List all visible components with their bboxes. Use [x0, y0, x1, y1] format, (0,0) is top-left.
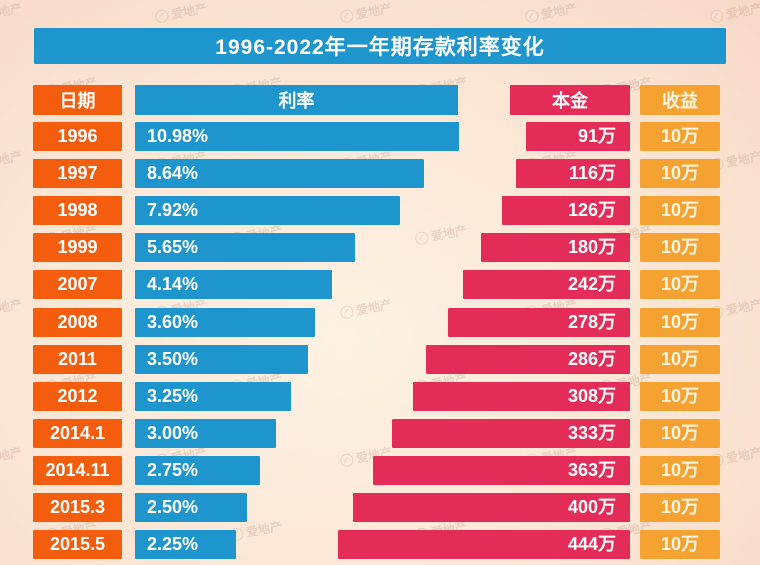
yield-bar: 10万 — [640, 233, 720, 263]
principal-bar: 126万 — [502, 196, 630, 226]
table-row: 1999 5.65% 180万 10万 — [0, 233, 760, 263]
date-cell: 1999 — [33, 233, 122, 263]
column-header-principal: 本金 — [510, 85, 630, 115]
date-cell: 2012 — [33, 381, 122, 411]
yield-bar: 10万 — [640, 344, 720, 374]
principal-bar: 333万 — [392, 418, 630, 448]
date-cell: 2007 — [33, 270, 122, 300]
principal-bar: 180万 — [481, 233, 630, 263]
principal-bar: 242万 — [463, 270, 630, 300]
table-row: 2014.1 3.00% 333万 10万 — [0, 418, 760, 448]
yield-bar: 10万 — [640, 122, 720, 151]
principal-bar: 286万 — [426, 344, 630, 374]
chart-rows: 1996 10.98% 91万 10万 1997 8.64% 116万 10万 1998 7.92… — [0, 122, 760, 565]
yield-bar: 10万 — [640, 455, 720, 485]
principal-bar: 308万 — [413, 381, 630, 411]
table-row: 2014.11 2.75% 363万 10万 — [0, 455, 760, 485]
column-header-rate: 利率 — [135, 85, 458, 115]
table-row: 2015.5 2.25% 444万 10万 — [0, 530, 760, 560]
rate-bar: 8.64% — [135, 159, 424, 189]
table-row: 1996 10.98% 91万 10万 — [0, 122, 760, 151]
page-title: 1996-2022年一年期存款利率变化 — [34, 28, 726, 64]
principal-bar: 400万 — [353, 493, 630, 522]
rate-bar: 10.98% — [135, 122, 459, 151]
rate-bar: 2.75% — [135, 455, 260, 485]
date-cell: 2008 — [33, 307, 122, 337]
date-cell: 2014.11 — [33, 455, 122, 485]
table-row: 1998 7.92% 126万 10万 — [0, 196, 760, 226]
column-header-yield: 收益 — [640, 85, 720, 115]
yield-bar: 10万 — [640, 530, 720, 560]
date-cell: 1996 — [33, 122, 122, 151]
rate-bar: 3.25% — [135, 381, 291, 411]
rate-bar: 3.60% — [135, 307, 315, 337]
date-cell: 2014.1 — [33, 418, 122, 448]
principal-bar: 444万 — [338, 530, 630, 560]
yield-bar: 10万 — [640, 196, 720, 226]
date-cell: 2011 — [33, 344, 122, 374]
principal-bar: 91万 — [526, 122, 630, 151]
yield-bar: 10万 — [640, 418, 720, 448]
rate-bar: 5.65% — [135, 233, 355, 263]
principal-bar: 278万 — [448, 307, 630, 337]
table-row: 2012 3.25% 308万 10万 — [0, 381, 760, 411]
table-row: 2015.3 2.50% 400万 10万 — [0, 493, 760, 522]
rate-bar: 3.50% — [135, 344, 308, 374]
table-row: 2007 4.14% 242万 10万 — [0, 270, 760, 300]
principal-bar: 363万 — [373, 455, 630, 485]
rate-bar: 4.14% — [135, 270, 332, 300]
date-cell: 1997 — [33, 159, 122, 189]
yield-bar: 10万 — [640, 493, 720, 522]
rate-bar: 2.25% — [135, 530, 236, 560]
date-cell: 1998 — [33, 196, 122, 226]
table-row: 1997 8.64% 116万 10万 — [0, 159, 760, 189]
yield-bar: 10万 — [640, 307, 720, 337]
yield-bar: 10万 — [640, 159, 720, 189]
date-cell: 2015.3 — [33, 493, 122, 522]
table-row: 2008 3.60% 278万 10万 — [0, 307, 760, 337]
rate-bar: 3.00% — [135, 418, 276, 448]
column-header-date: 日期 — [33, 85, 122, 115]
yield-bar: 10万 — [640, 270, 720, 300]
table-row: 2011 3.50% 286万 10万 — [0, 344, 760, 374]
principal-bar: 116万 — [516, 159, 630, 189]
yield-bar: 10万 — [640, 381, 720, 411]
date-cell: 2015.5 — [33, 530, 122, 560]
rate-bar: 7.92% — [135, 196, 400, 226]
rate-bar: 2.50% — [135, 493, 247, 522]
